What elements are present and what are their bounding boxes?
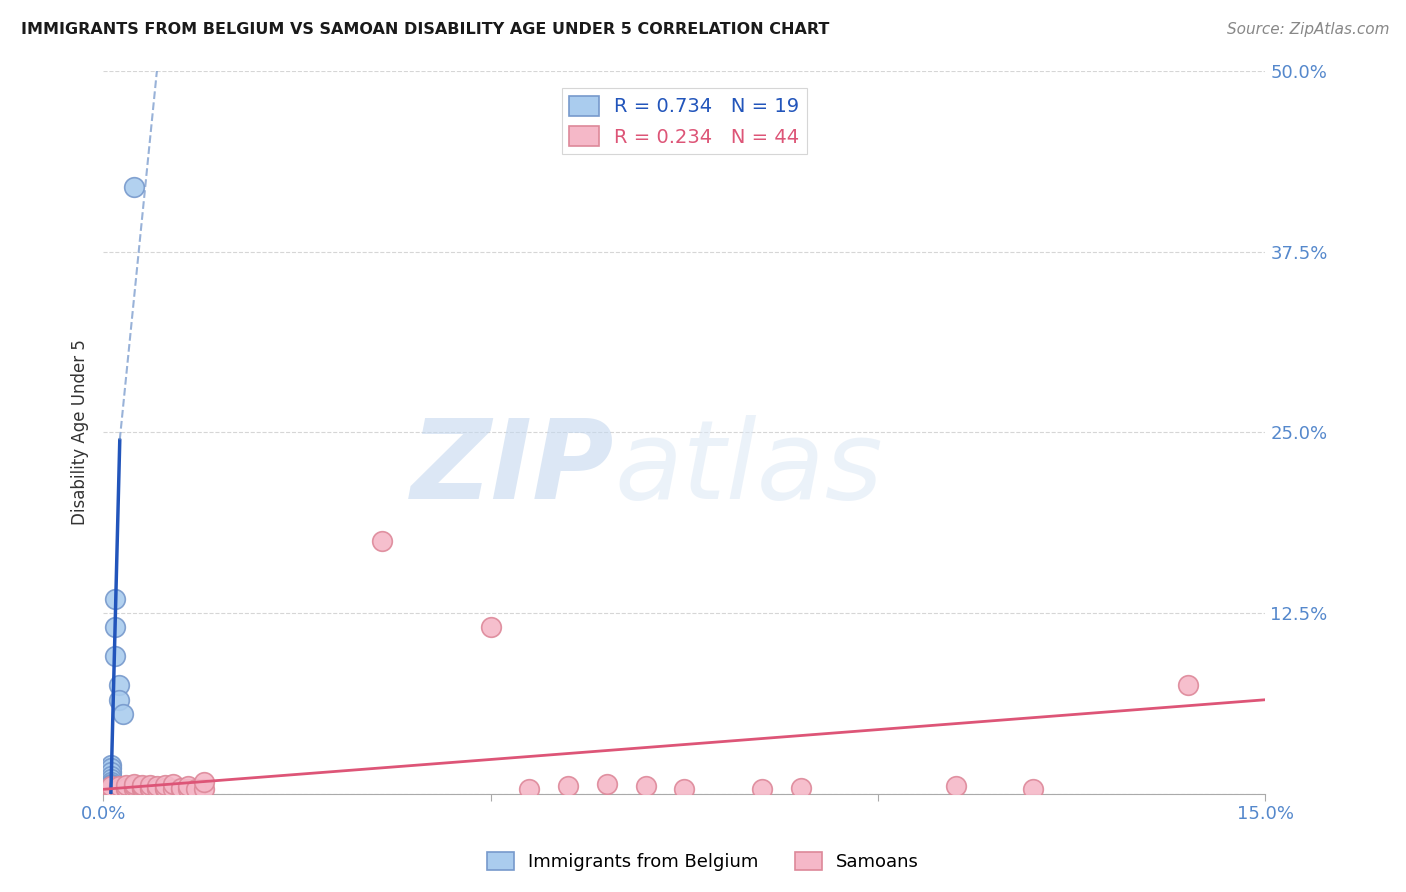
Point [138, 782, 160, 797]
Point [107, 782, 129, 797]
Point [100, 778, 122, 792]
Point [115, 780, 138, 795]
Point [153, 782, 176, 797]
Point [162, 782, 184, 797]
Point [193, 775, 215, 789]
Point [131, 780, 153, 795]
Point [111, 707, 134, 722]
Text: IMMIGRANTS FROM BELGIUM VS SAMOAN DISABILITY AGE UNDER 5 CORRELATION CHART: IMMIGRANTS FROM BELGIUM VS SAMOAN DISABI… [21, 22, 830, 37]
Point [131, 778, 153, 792]
Point [100, 761, 122, 775]
Legend: R = 0.734   N = 19, R = 0.234   N = 44: R = 0.734 N = 19, R = 0.234 N = 44 [561, 88, 807, 154]
Point [100, 780, 122, 794]
Point [751, 782, 773, 797]
Point [1177, 678, 1199, 692]
Point [193, 782, 215, 797]
Point [138, 780, 160, 795]
Point [596, 776, 619, 790]
Point [100, 782, 122, 797]
Text: ZIP: ZIP [411, 415, 614, 522]
Point [122, 179, 145, 194]
Point [122, 776, 145, 790]
Point [100, 782, 122, 797]
Point [100, 772, 122, 787]
Point [104, 649, 127, 664]
Point [100, 764, 122, 779]
Point [169, 782, 191, 797]
Point [100, 784, 122, 798]
Point [100, 780, 122, 794]
Point [100, 776, 122, 790]
Point [517, 782, 540, 797]
Point [153, 778, 176, 792]
Y-axis label: Disability Age Under 5: Disability Age Under 5 [72, 340, 89, 525]
Point [789, 780, 811, 795]
Point [634, 780, 657, 794]
Text: Source: ZipAtlas.com: Source: ZipAtlas.com [1226, 22, 1389, 37]
Point [169, 780, 191, 795]
Point [146, 782, 169, 797]
Point [100, 775, 122, 789]
Point [115, 782, 138, 797]
Point [146, 780, 169, 794]
Point [162, 776, 184, 790]
Point [177, 780, 200, 794]
Point [131, 782, 153, 797]
Point [153, 780, 176, 795]
Point [107, 692, 129, 706]
Point [104, 620, 127, 634]
Text: atlas: atlas [614, 415, 883, 522]
Point [104, 591, 127, 606]
Point [122, 782, 145, 797]
Point [131, 780, 153, 794]
Point [945, 780, 967, 794]
Point [184, 782, 207, 797]
Point [100, 757, 122, 772]
Legend: Immigrants from Belgium, Samoans: Immigrants from Belgium, Samoans [479, 845, 927, 879]
Point [107, 780, 129, 794]
Point [107, 678, 129, 692]
Point [100, 780, 122, 795]
Point [673, 782, 696, 797]
Point [122, 780, 145, 794]
Point [100, 769, 122, 783]
Point [115, 778, 138, 792]
Point [138, 778, 160, 792]
Point [1022, 782, 1045, 797]
Point [177, 782, 200, 797]
Point [371, 533, 394, 548]
Point [100, 780, 122, 795]
Point [479, 620, 502, 634]
Point [557, 780, 579, 794]
